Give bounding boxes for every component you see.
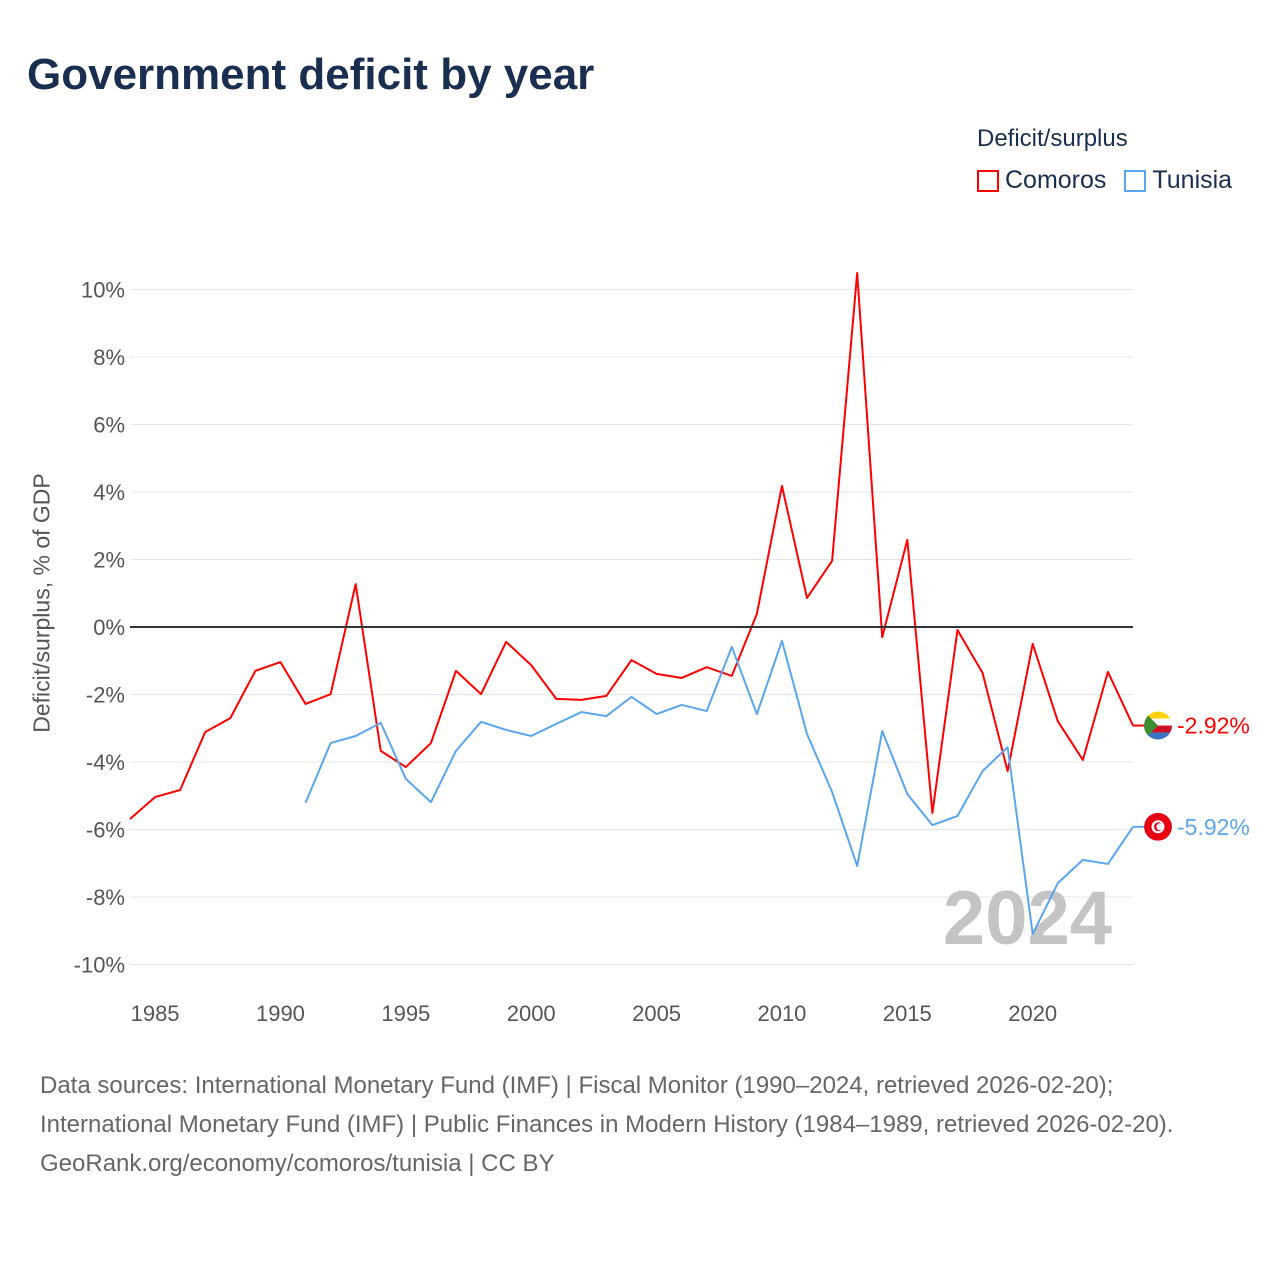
- source-link[interactable]: GeoRank.org/economy/comoros/tunisia | CC…: [40, 1150, 555, 1177]
- flag-stripe: [1144, 711, 1172, 719]
- y-tick-label: 2%: [93, 548, 125, 573]
- sources-text: Data sources: International Monetary Fun…: [40, 1072, 1174, 1138]
- flag-stripe: [1144, 725, 1172, 733]
- legend-swatch-comoros: [977, 169, 999, 192]
- x-tick-label: 2020: [1008, 1001, 1057, 1026]
- x-tick-label: 2015: [883, 1001, 932, 1026]
- legend-label: Comoros: [1005, 166, 1107, 194]
- flag-stripe: [1144, 718, 1172, 726]
- legend-item-tunisia[interactable]: Tunisia: [1124, 166, 1232, 195]
- x-tick-label: 1985: [131, 1001, 180, 1026]
- y-tick-label: -6%: [86, 818, 125, 843]
- flag-body: [1144, 812, 1172, 841]
- y-tick-label: -4%: [86, 750, 125, 775]
- end-value-label: -2.92%: [1177, 713, 1250, 739]
- legend-label: Tunisia: [1152, 166, 1233, 194]
- y-tick-label: -2%: [86, 683, 125, 708]
- comoros-flag-icon: [1144, 711, 1172, 740]
- legend: Comoros Tunisia: [977, 166, 1232, 195]
- flag-body: [1144, 711, 1172, 740]
- y-tick-label: 10%: [81, 278, 125, 303]
- y-tick-label: -8%: [86, 885, 125, 910]
- sources: Data sources: International Monetary Fun…: [40, 1066, 1240, 1183]
- x-tick-label: 2010: [757, 1001, 806, 1026]
- tunisia-flag-icon: [1144, 812, 1172, 841]
- y-tick-label: 0%: [93, 615, 125, 640]
- y-tick-label: 4%: [93, 480, 125, 505]
- x-tick-label: 2005: [632, 1001, 681, 1026]
- legend-swatch-tunisia: [1124, 169, 1147, 192]
- series-line-comoros: [129, 271, 1134, 820]
- x-tick-label: 1995: [381, 1001, 430, 1026]
- legend-item-comoros[interactable]: Comoros: [977, 166, 1106, 195]
- flag-stripe: [1144, 732, 1172, 740]
- series-line-tunisia: [304, 639, 1134, 936]
- x-tick-label: 1990: [256, 1001, 305, 1026]
- flag-triangle: [1144, 711, 1158, 740]
- chart-title: Government deficit by year: [27, 50, 595, 99]
- y-tick-label: -10%: [74, 953, 125, 978]
- flag-crescent-cut: [1156, 823, 1164, 831]
- end-value-label: -5.92%: [1177, 814, 1250, 840]
- x-tick-label: 2000: [507, 1001, 556, 1026]
- y-tick-label: 8%: [93, 345, 125, 370]
- y-tick-label: 6%: [93, 413, 125, 438]
- legend-title: Deficit/surplus: [977, 125, 1128, 152]
